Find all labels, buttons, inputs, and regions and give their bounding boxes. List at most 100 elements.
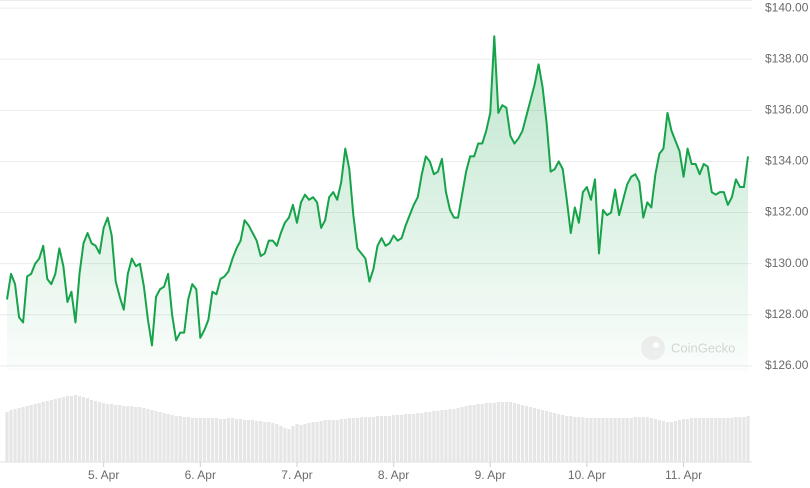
volume-bar (690, 418, 694, 462)
volume-bar (53, 399, 57, 462)
volume-bar (202, 418, 206, 462)
volume-bar (198, 418, 202, 462)
volume-bar (436, 411, 440, 462)
volume-bar (178, 416, 182, 462)
volume-bar (230, 418, 235, 462)
volume-bar (738, 417, 742, 462)
volume-bar (677, 420, 682, 462)
volume-bar (726, 418, 730, 462)
volume-bar (335, 420, 339, 462)
volume-bar (343, 419, 347, 462)
y-tick-label: $134.00 (765, 154, 809, 168)
volume-bar (367, 417, 372, 462)
volume-bar (718, 418, 722, 462)
volume-bar (279, 426, 283, 462)
watermark-text: CoinGecko (671, 340, 735, 355)
volume-bar (613, 418, 617, 462)
volume-bar (581, 417, 585, 462)
volume-bar (146, 409, 150, 462)
volume-bar (392, 415, 396, 462)
volume-bar (722, 418, 726, 462)
volume-bar (681, 419, 686, 462)
volume-bar (420, 413, 424, 462)
volume-bar (488, 403, 492, 462)
volume-bar (536, 409, 541, 462)
volume-bar (532, 408, 537, 462)
volume-bar (545, 411, 549, 462)
volume-bar (243, 420, 247, 462)
volume-bar (484, 403, 488, 462)
volume-bar (597, 418, 601, 462)
price-line (6, 35, 749, 347)
volume-bar (311, 422, 315, 462)
price-area (7, 36, 748, 371)
volume-bar (432, 411, 436, 462)
volume-bar (472, 405, 476, 462)
volume-bar (303, 424, 307, 462)
x-tick-label: 9. Apr (475, 468, 506, 482)
volume-bar (424, 412, 428, 462)
volume-bar (85, 398, 90, 462)
volume-bar (186, 417, 190, 462)
volume-bar (400, 415, 404, 462)
y-tick-label: $138.00 (765, 51, 809, 65)
volume-bar (259, 421, 263, 462)
volume-bar (142, 408, 146, 462)
volume-bar (331, 420, 335, 462)
volume-bar (448, 409, 452, 462)
volume-bar (106, 404, 110, 462)
y-tick-label: $128.00 (765, 307, 809, 321)
volume-bar (154, 411, 158, 462)
volume-bar (255, 421, 259, 462)
volume-bar (9, 410, 13, 462)
volume-bar (742, 417, 746, 462)
volume-bar (182, 417, 186, 462)
volume-bar (589, 418, 593, 462)
y-tick-label: $130.00 (765, 256, 809, 270)
volume-bar (174, 416, 178, 462)
volume-bar (347, 418, 351, 462)
volume-bar (512, 403, 517, 462)
volume-bar (698, 418, 702, 462)
volume-bar (49, 400, 53, 462)
volume-bar (291, 426, 295, 462)
volume-bar (33, 404, 37, 462)
volume-bar (452, 409, 456, 462)
volume-bar (609, 418, 613, 462)
volume-bar (307, 423, 311, 462)
volume-bar (653, 419, 657, 462)
volume-bar (287, 429, 291, 462)
volume-bars (5, 395, 750, 462)
volume-bar (21, 407, 25, 462)
volume-bar (25, 406, 29, 462)
volume-bar (746, 416, 750, 462)
volume-bar (299, 425, 303, 462)
volume-bar (468, 405, 472, 462)
volume-bar (194, 418, 198, 462)
volume-bar (206, 418, 210, 462)
volume-bar (661, 421, 666, 462)
volume-bar (190, 418, 194, 462)
volume-bar (5, 412, 9, 462)
volume-bar (496, 402, 500, 462)
area (7, 36, 748, 371)
volume-bar (57, 398, 61, 462)
volume-bar (226, 418, 231, 462)
volume-bar (669, 422, 674, 462)
y-tick-label: $126.00 (765, 358, 809, 372)
volume-bar (65, 396, 70, 462)
volume-bar (520, 405, 525, 462)
volume-bar (508, 402, 512, 462)
y-tick-label: $132.00 (765, 205, 809, 219)
volume-bar (561, 415, 565, 462)
volume-bar (271, 423, 275, 462)
volume-bar (375, 416, 380, 462)
volume-bar (444, 410, 448, 462)
volume-bar (351, 418, 355, 462)
volume-bar (492, 403, 496, 462)
volume-bar (170, 415, 174, 462)
volume-bar (657, 420, 662, 462)
